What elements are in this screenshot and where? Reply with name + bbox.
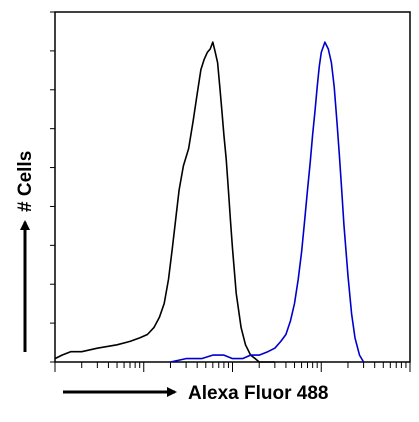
x-axis-ticks	[54, 362, 411, 372]
series-line-1	[54, 41, 275, 363]
plot-frame	[54, 11, 411, 363]
y-axis-label: # Cells	[15, 151, 36, 212]
x-axis-label: Alexa Fluor 488	[188, 383, 328, 404]
y-axis-ticks	[50, 11, 55, 363]
histogram-series	[54, 41, 365, 363]
series-line-2	[170, 41, 365, 363]
